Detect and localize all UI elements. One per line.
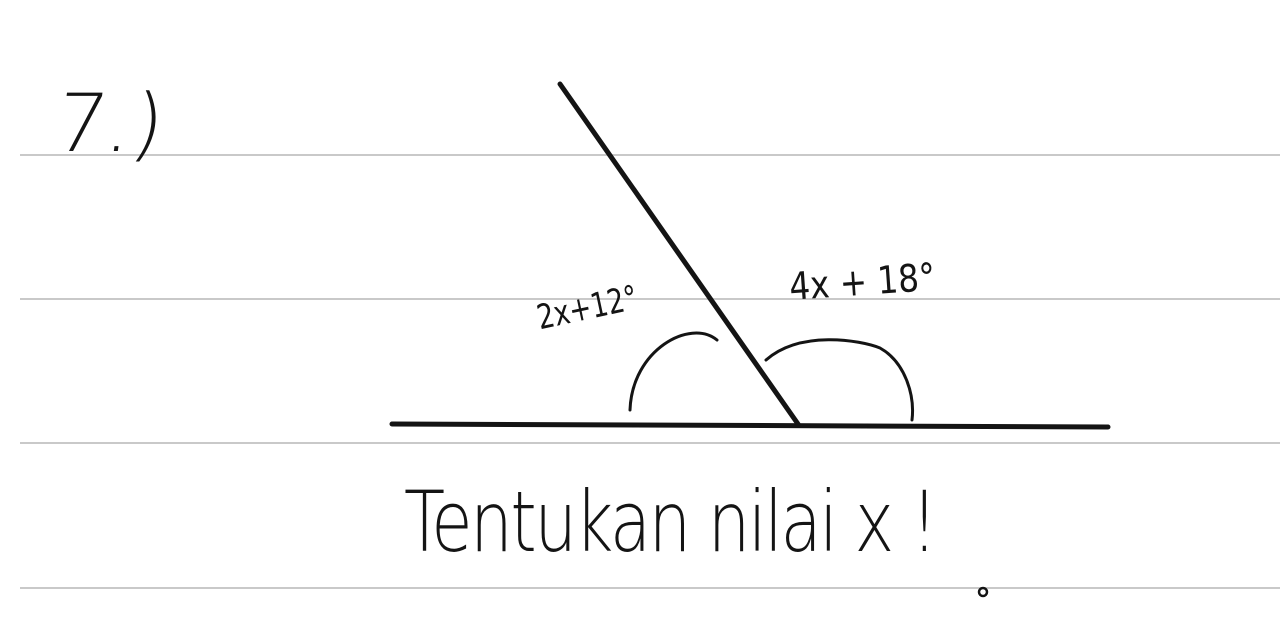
ruled-line <box>20 298 1280 300</box>
right-angle-arc <box>764 338 915 422</box>
exclamation-dot <box>977 586 989 598</box>
ruled-line <box>20 442 1280 444</box>
ruled-line <box>20 587 1280 589</box>
left-angle-arc <box>628 331 719 412</box>
base-line <box>389 421 1111 430</box>
slanted-ray <box>557 81 801 427</box>
ruled-line <box>20 154 1280 156</box>
right-angle-label: 4x + 18° <box>787 254 937 309</box>
problem-number: 7.) <box>49 77 171 170</box>
instruction-text: Tentukan nilai x ! <box>404 473 938 571</box>
